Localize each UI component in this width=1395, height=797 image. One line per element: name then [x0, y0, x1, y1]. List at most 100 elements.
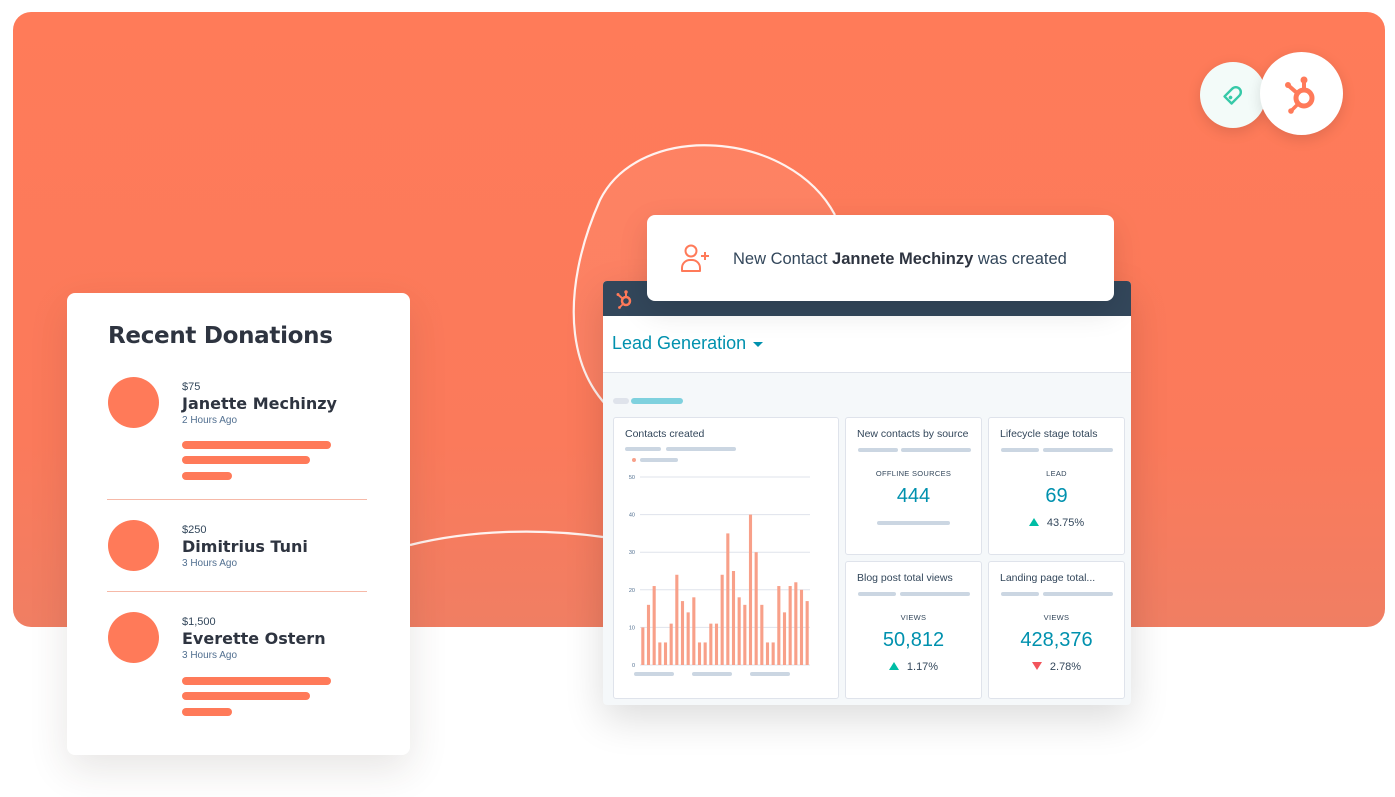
placeholder-line: [750, 672, 790, 676]
chart-bar[interactable]: [777, 586, 781, 665]
chart-bar[interactable]: [782, 612, 787, 665]
donation-time: 2 Hours Ago: [182, 415, 238, 426]
dashboard-selector[interactable]: Lead Generation: [612, 333, 764, 354]
recent-donations-card: Recent Donations $75 Janette Mechinzy 2 …: [67, 293, 410, 755]
y-tick-label: 10: [629, 625, 635, 631]
donor-name: Dimitrius Tuni: [182, 537, 308, 556]
divider: [107, 499, 367, 500]
lifecycle-stage-card[interactable]: Lifecycle stage totals LEAD 69 43.75%: [988, 417, 1125, 555]
chart-bar[interactable]: [709, 623, 713, 665]
chart-bar[interactable]: [714, 623, 719, 665]
landing-views-card[interactable]: Landing page total... VIEWS 428,376 2.78…: [988, 561, 1125, 699]
donor-name: Janette Mechinzy: [182, 394, 337, 413]
trend-up-icon: [888, 662, 899, 671]
y-tick-label: 50: [629, 475, 635, 481]
chart-bar[interactable]: [743, 604, 747, 665]
chart-bar[interactable]: [799, 589, 804, 665]
new-contact-notification[interactable]: New Contact Jannete Mechinzy was created: [647, 215, 1114, 301]
metric-value: 69: [1045, 485, 1068, 507]
contacts-bar-chart: 0 10 20 30 40 50: [629, 475, 810, 669]
tab-placeholder-active[interactable]: [631, 398, 683, 404]
y-tick-label: 40: [629, 513, 635, 519]
chart-bar[interactable]: [765, 642, 770, 665]
donor-name: Everette Ostern: [182, 629, 326, 648]
chart-bar[interactable]: [794, 582, 798, 665]
trend-up-icon: [1028, 518, 1039, 527]
card-title: Lifecycle stage totals: [1000, 428, 1098, 440]
placeholder-line: [182, 441, 331, 449]
placeholder-line: [858, 592, 896, 596]
change-value: 1.17%: [906, 661, 939, 673]
chart-bar[interactable]: [703, 642, 707, 665]
legend-dot: [632, 458, 636, 462]
chart-bar[interactable]: [731, 571, 736, 665]
donation-time: 3 Hours Ago: [182, 650, 238, 661]
tab-placeholder[interactable]: [613, 398, 629, 404]
contacts-created-card[interactable]: Contacts created 0 10 20 30 40 50: [613, 417, 839, 699]
card-title: New contacts by source: [857, 428, 969, 440]
blog-views-card[interactable]: Blog post total views VIEWS 50,812 1.17%: [845, 561, 982, 699]
hubspot-logo: [1260, 52, 1343, 135]
heart-tag-icon: [1223, 85, 1243, 105]
placeholder-line: [858, 448, 898, 452]
chart-bar[interactable]: [720, 574, 724, 665]
chart-bar[interactable]: [697, 642, 702, 665]
chart-bar[interactable]: [646, 604, 651, 665]
avatar: [108, 377, 159, 428]
placeholder-line: [182, 692, 310, 700]
trend-down-icon: [1031, 662, 1042, 671]
dashboard-header: Lead Generation: [603, 316, 1131, 373]
chart-bar[interactable]: [675, 574, 679, 665]
metric-value: 50,812: [882, 629, 945, 651]
metric-value: 444: [896, 485, 931, 507]
avatar: [108, 612, 159, 663]
y-tick-label: 20: [629, 588, 635, 594]
chart-bar[interactable]: [760, 604, 764, 665]
chart-bar[interactable]: [692, 597, 696, 665]
placeholder-line: [666, 447, 736, 451]
metric-label: OFFLINE SOURCES: [875, 469, 952, 478]
chart-bar[interactable]: [641, 627, 645, 665]
card-title: Landing page total...: [1000, 572, 1096, 584]
chart-bar[interactable]: [737, 597, 741, 665]
add-user-icon: [681, 244, 709, 272]
placeholder-line: [625, 447, 661, 451]
dashboard-window: Lead Generation Contacts created 0 10 20 30…: [603, 281, 1131, 705]
caret-down-icon: [753, 341, 764, 347]
donation-item[interactable]: $1,500 Everette Ostern 3 Hours Ago: [108, 612, 368, 722]
chart-bar[interactable]: [669, 623, 673, 665]
chart-bar[interactable]: [658, 642, 662, 665]
chart-bar[interactable]: [771, 642, 775, 665]
metric-value: 428,376: [1020, 629, 1093, 651]
placeholder-line: [1001, 592, 1039, 596]
placeholder-line: [1043, 592, 1113, 596]
chart-bar[interactable]: [754, 552, 758, 665]
chart-bar[interactable]: [805, 601, 809, 665]
placeholder-line: [182, 708, 232, 716]
divider: [107, 591, 367, 592]
placeholder-line: [900, 592, 970, 596]
change-value: 2.78%: [1049, 661, 1082, 673]
chart-bar[interactable]: [686, 612, 690, 665]
dashboard-title: Lead Generation: [612, 333, 747, 353]
new-contacts-card[interactable]: New contacts by source OFFLINE SOURCES 4…: [845, 417, 982, 555]
notification-text: New Contact Jannete Mechinzy was created: [733, 250, 1067, 269]
card-title: Blog post total views: [857, 572, 953, 584]
metric-change: 43.75%: [989, 517, 1124, 529]
chart-bar[interactable]: [748, 514, 753, 665]
notification-contact-name: Jannete Mechinzy: [832, 250, 974, 268]
chart-bar[interactable]: [663, 642, 668, 665]
placeholder-line: [640, 458, 678, 462]
y-tick-label: 30: [629, 550, 635, 556]
chart-bar[interactable]: [680, 601, 685, 665]
donation-item[interactable]: $250 Dimitrius Tuni 3 Hours Ago: [108, 520, 368, 575]
placeholder-line: [182, 677, 331, 685]
chart-bar[interactable]: [726, 533, 730, 665]
donation-item[interactable]: $75 Janette Mechinzy 2 Hours Ago: [108, 377, 368, 487]
hubspot-sprocket-icon[interactable]: [614, 288, 636, 310]
notification-suffix: was created: [973, 250, 1067, 268]
placeholder-line: [692, 672, 732, 676]
chart-bar[interactable]: [652, 586, 656, 665]
placeholder-line: [1043, 448, 1113, 452]
chart-bar[interactable]: [788, 586, 792, 665]
